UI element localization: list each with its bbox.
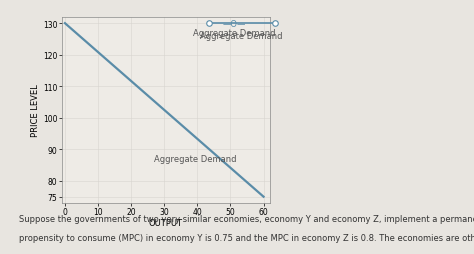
Y-axis label: PRICE LEVEL: PRICE LEVEL [31,84,40,137]
Text: Aggregate Demand: Aggregate Demand [193,28,276,38]
Text: propensity to consume (MPC) in economy Y is 0.75 and the MPC in economy Z is 0.8: propensity to consume (MPC) in economy Y… [19,233,474,242]
Text: Aggregate Demand: Aggregate Demand [155,155,237,164]
X-axis label: OUTPUT: OUTPUT [149,218,183,227]
Text: Aggregate Demand: Aggregate Demand [201,32,283,41]
Text: —O—: —O— [223,20,246,29]
Text: Suppose the governments of two very similar economies, economy Y and economy Z, : Suppose the governments of two very simi… [19,215,474,224]
